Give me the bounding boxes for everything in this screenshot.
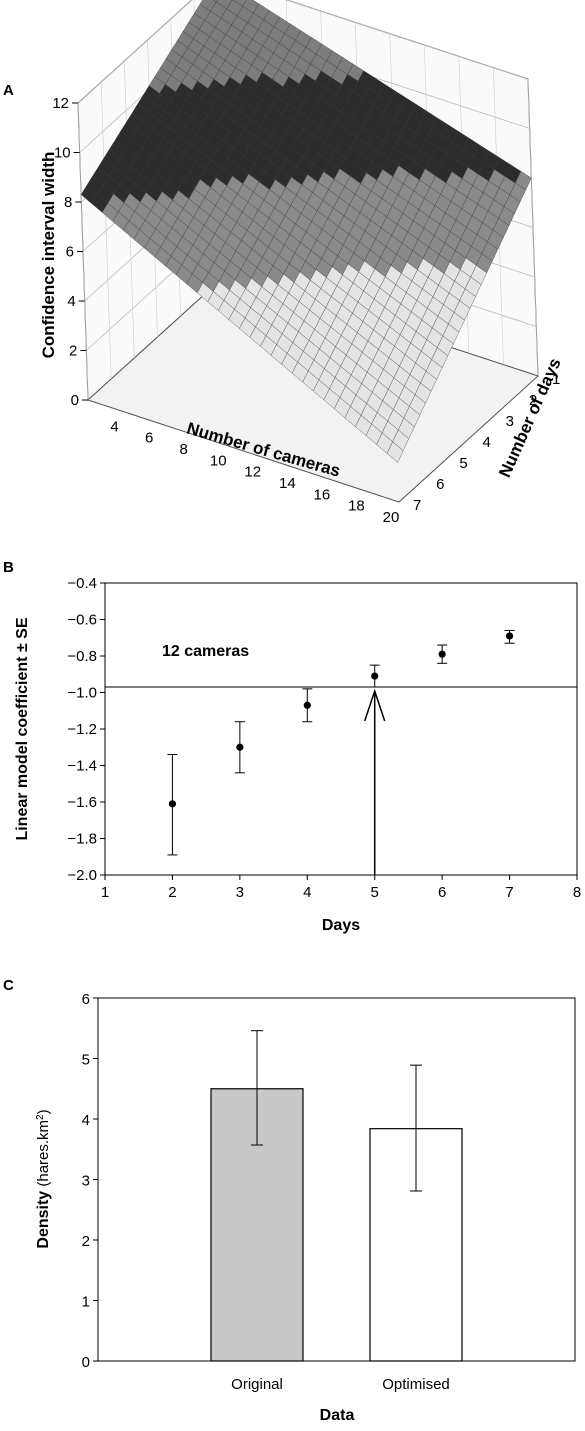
y-tick-label: 2 — [82, 1233, 90, 1250]
x-tick-label: 5 — [371, 884, 379, 901]
y-tick-label: 6 — [436, 476, 444, 493]
z-tick-label: 0 — [71, 392, 79, 409]
y-tick-label: 5 — [82, 1052, 90, 1069]
surface-z-axis-label: Confidence interval width — [39, 152, 58, 359]
y-tick-label: −0.8 — [67, 648, 97, 665]
coefficient-y-axis-label: Linear model coefficient ± SE — [14, 617, 31, 840]
data-point — [438, 650, 446, 658]
data-point — [236, 743, 244, 751]
data-point — [168, 800, 177, 808]
y-tick-label: −1.2 — [67, 721, 97, 738]
density-ticks: 0 1 2 3 4 5 6 Original Optimised — [82, 991, 450, 1393]
x-tick-label: 16 — [314, 486, 331, 503]
y-tick-label: 3 — [82, 1173, 90, 1190]
coefficient-marks — [105, 629, 577, 875]
y-tick-label: −2.0 — [67, 867, 97, 884]
z-tick-label: 4 — [67, 293, 75, 310]
density-chart: 0 1 2 3 4 5 6 Original Optimised Density (hares.… — [35, 991, 576, 1424]
category-label: Original — [231, 1376, 283, 1393]
density-plot-frame — [97, 997, 576, 1362]
x-tick-label: 6 — [438, 884, 446, 901]
x-tick-label: 1 — [101, 884, 109, 901]
coefficient-plot-frame — [104, 582, 578, 876]
category-label: Optimised — [382, 1376, 450, 1393]
x-tick-label: 2 — [168, 884, 176, 901]
coefficient-ticks: −2.0 −1.8 −1.6 −1.4 −1.2 −1.0 −0.8 −0.6 −0.4 1 2 3 4… — [67, 575, 581, 901]
x-tick-label: 20 — [383, 509, 400, 526]
coefficient-chart: −2.0 −1.8 −1.6 −1.4 −1.2 −1.0 −0.8 −0.6 −0.4 1 2 3 4… — [14, 575, 581, 934]
z-tick-label: 8 — [64, 194, 72, 211]
data-point — [371, 672, 379, 680]
y-tick-label: 4 — [483, 434, 491, 451]
x-tick-label: 10 — [210, 452, 227, 469]
wall-gridline — [527, 78, 539, 377]
z-tick-label: 10 — [54, 145, 71, 162]
y-tick-label: −0.4 — [67, 575, 97, 592]
y-tick-label: −1.0 — [67, 685, 97, 702]
x-tick-label: 12 — [244, 464, 261, 481]
data-point — [303, 701, 311, 709]
coefficient-annotation: 12 cameras — [162, 643, 249, 660]
y-tick-label: −1.6 — [67, 794, 97, 811]
y-tick-label: −1.8 — [67, 831, 97, 848]
x-tick-label: 8 — [573, 884, 581, 901]
coefficient-x-axis-label: Days — [322, 917, 360, 934]
density-x-axis-label: Data — [320, 1407, 355, 1424]
panel-c-letter: C — [3, 977, 14, 994]
panel-a-letter: A — [3, 82, 14, 99]
x-tick-label: 3 — [236, 884, 244, 901]
x-tick-label: 14 — [279, 475, 296, 492]
data-point — [505, 632, 514, 640]
density-y-axis-label-sup: 2 — [35, 1114, 46, 1120]
x-tick-label: 6 — [145, 430, 153, 447]
z-tick-label: 12 — [52, 95, 69, 112]
y-tick-label: 4 — [82, 1112, 90, 1129]
surface-cell — [386, 441, 404, 463]
surface-chart-mesh — [80, 0, 532, 463]
y-tick-label: 3 — [506, 413, 514, 430]
y-tick-label: 6 — [82, 991, 90, 1008]
density-y-axis-label: Density (hares.km2) — [35, 1109, 53, 1248]
density-y-axis-label-unit: (hares.km — [35, 1120, 52, 1187]
y-tick-label: 5 — [459, 455, 467, 472]
y-tick-label: 1 — [82, 1294, 90, 1311]
x-tick-label: 7 — [505, 884, 513, 901]
arrow-head — [364, 688, 386, 722]
y-tick-label: 1 — [552, 371, 560, 388]
density-marks — [210, 1030, 463, 1362]
panel-b-letter: B — [3, 559, 14, 576]
y-tick-label: −0.6 — [67, 612, 97, 629]
density-y-axis-label-close: ) — [35, 1109, 52, 1114]
wall-gridline — [100, 81, 112, 380]
z-tick-label: 6 — [66, 244, 74, 261]
y-tick-label: 2 — [529, 392, 537, 409]
x-tick-label: 4 — [303, 884, 311, 901]
x-tick-label: 8 — [179, 441, 187, 458]
density-y-axis-label-bold: Density — [35, 1191, 52, 1249]
y-tick-label: −1.4 — [67, 758, 97, 775]
z-tick-label: 2 — [69, 343, 77, 360]
x-tick-label: 18 — [348, 498, 365, 515]
x-tick-label: 4 — [110, 418, 118, 435]
y-tick-label: 0 — [82, 1354, 90, 1371]
y-tick-label: 7 — [413, 497, 421, 514]
